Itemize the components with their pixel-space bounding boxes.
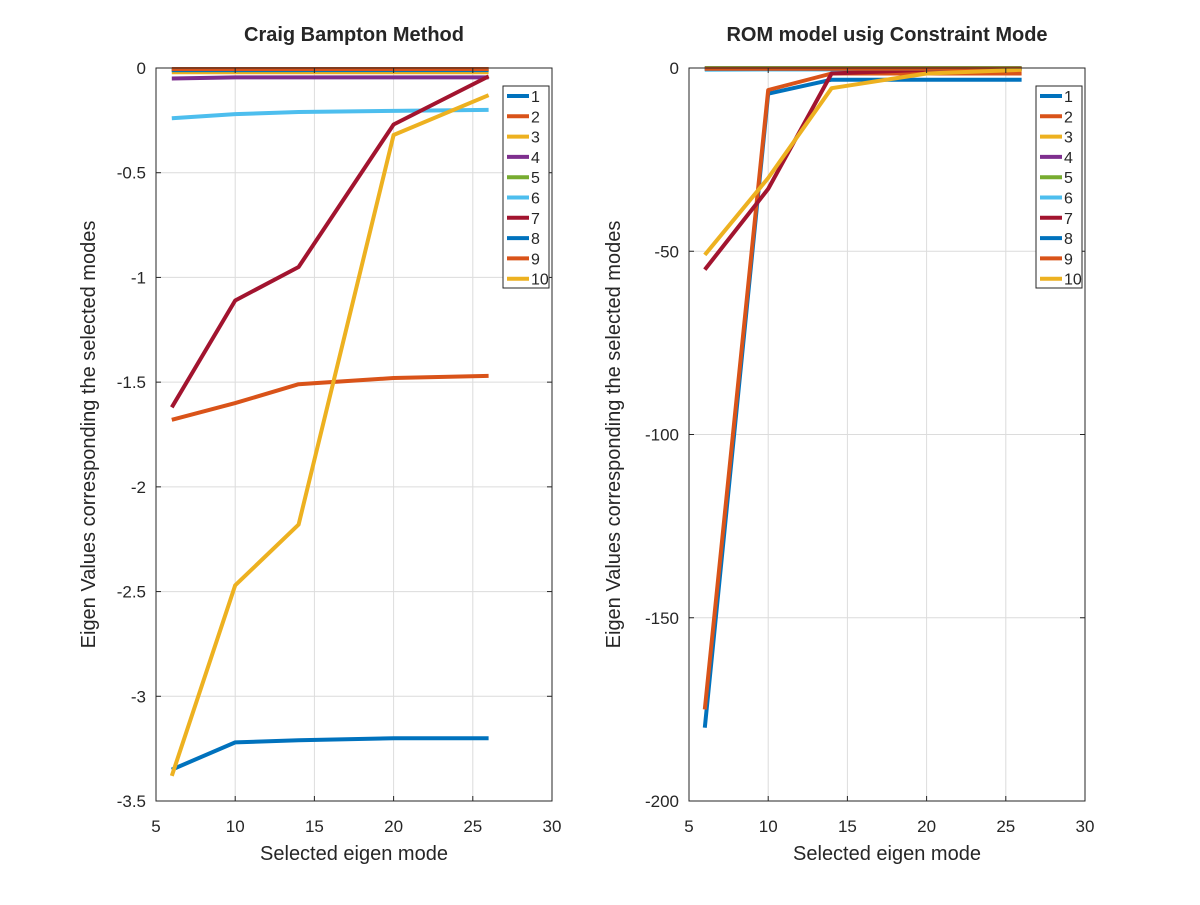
y-tick-label: -2.5	[117, 583, 146, 602]
legend-label-2: 2	[1064, 109, 1073, 126]
series-line-4	[172, 77, 489, 78]
x-tick-label: 30	[543, 817, 562, 836]
legend-label-9: 9	[531, 251, 540, 268]
y-tick-label: -3	[131, 687, 146, 706]
legend-label-10: 10	[1064, 272, 1082, 289]
y-tick-label: -150	[645, 609, 679, 628]
y-tick-label: 0	[137, 59, 146, 78]
legend-label-8: 8	[531, 231, 540, 248]
legend-label-6: 6	[1064, 191, 1073, 208]
x-tick-label: 15	[838, 817, 857, 836]
x-tick-label: 25	[463, 817, 482, 836]
axes-background	[156, 68, 552, 801]
x-tick-label: 20	[384, 817, 403, 836]
y-tick-label: -1.5	[117, 373, 146, 392]
y-tick-label: -100	[645, 426, 679, 445]
x-tick-label: 25	[996, 817, 1015, 836]
y-tick-label: -0.5	[117, 164, 146, 183]
chart-title: ROM model usig Constraint Mode	[726, 24, 1047, 46]
legend-label-7: 7	[531, 211, 540, 228]
legend-label-4: 4	[531, 150, 540, 167]
legend: 1 2 3 4 5 6 7 8 9 10	[1036, 86, 1082, 289]
legend-label-1: 1	[1064, 89, 1073, 106]
legend-label-2: 2	[531, 109, 540, 126]
x-tick-label: 5	[151, 817, 160, 836]
y-tick-label: -50	[654, 242, 679, 261]
x-tick-label: 10	[226, 817, 245, 836]
y-tick-label: 0	[670, 59, 679, 78]
legend-label-6: 6	[531, 191, 540, 208]
x-axis-label: Selected eigen mode	[260, 843, 448, 865]
legend: 1 2 3 4 5 6 7 8 9 10	[503, 86, 549, 289]
legend-label-3: 3	[1064, 130, 1073, 147]
legend-label-10: 10	[531, 272, 549, 289]
y-axis-label: Eigen Values corresponding the selected …	[78, 221, 100, 649]
y-tick-label: -2	[131, 478, 146, 497]
y-tick-label: -200	[645, 792, 679, 811]
y-tick-label: -1	[131, 268, 146, 287]
legend-label-8: 8	[1064, 231, 1073, 248]
legend-label-9: 9	[1064, 251, 1073, 268]
x-tick-label: 20	[917, 817, 936, 836]
x-tick-label: 10	[759, 817, 778, 836]
x-tick-label: 15	[305, 817, 324, 836]
y-tick-label: -3.5	[117, 792, 146, 811]
legend-label-1: 1	[531, 89, 540, 106]
legend-label-5: 5	[531, 170, 540, 187]
legend-label-5: 5	[1064, 170, 1073, 187]
legend-label-7: 7	[1064, 211, 1073, 228]
chart-title: Craig Bampton Method	[244, 24, 464, 46]
x-tick-label: 30	[1076, 817, 1095, 836]
y-axis-label: Eigen Values corresponding the selected …	[603, 221, 625, 649]
legend-label-4: 4	[1064, 150, 1073, 167]
x-tick-label: 5	[684, 817, 693, 836]
legend-label-3: 3	[531, 130, 540, 147]
x-axis-label: Selected eigen mode	[793, 843, 981, 865]
